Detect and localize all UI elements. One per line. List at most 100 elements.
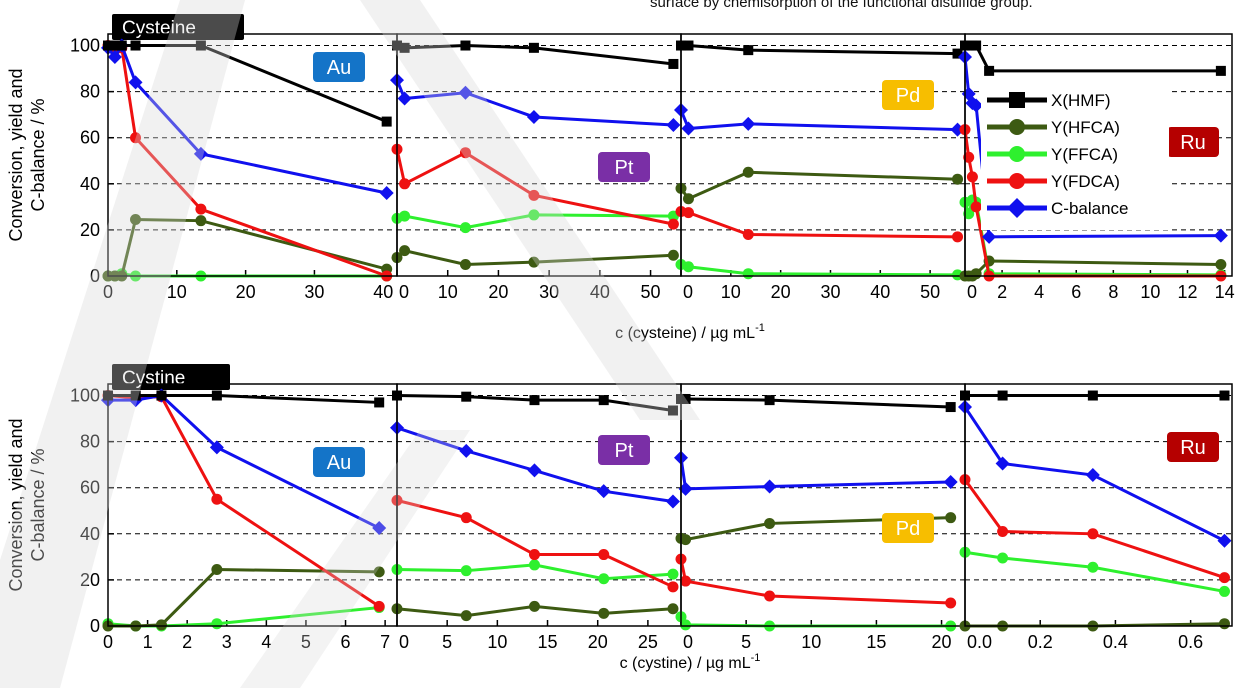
data-point-circle	[1215, 258, 1227, 270]
data-point-diamond	[678, 481, 693, 496]
panel-frame	[680, 33, 966, 277]
data-point-square	[529, 395, 540, 406]
data-point-diamond	[741, 116, 756, 131]
data-point-square	[984, 65, 995, 76]
data-point-circle	[399, 178, 411, 190]
data-point-circle	[399, 245, 411, 257]
data-point-square	[971, 40, 982, 51]
series-line	[965, 44, 1221, 73]
data-point-circle	[682, 261, 694, 273]
series-c-balance	[958, 400, 1232, 548]
data-point-diamond	[458, 85, 473, 100]
panel-frame	[964, 383, 1233, 627]
data-point-circle	[952, 231, 964, 243]
x-tick-label: 0	[683, 632, 693, 652]
x-tick-label: 20	[932, 632, 952, 652]
data-point-square	[743, 45, 754, 56]
data-point-circle	[764, 517, 776, 529]
series-line	[108, 218, 388, 278]
metal-badge	[882, 80, 934, 110]
data-point-circle	[963, 151, 975, 163]
series-line	[679, 457, 951, 491]
chart-group-cystine: Cystine Conversion, yield and C-balance / …	[6, 364, 1233, 672]
data-point-diamond	[526, 109, 541, 124]
x-tick-label: 2	[182, 632, 192, 652]
x-tick-label: 40	[870, 282, 890, 302]
metal-badge-label: Ru	[1180, 437, 1206, 459]
y-tick-label: 40	[80, 174, 100, 194]
x-tick-label: 50	[641, 282, 661, 302]
series-y-fdca-	[102, 390, 385, 612]
panel-frame	[964, 33, 1233, 277]
data-point-diamond	[459, 443, 474, 458]
panel-au: 0 10 20 30 40 Au	[101, 33, 398, 302]
series-c-balance	[958, 50, 1228, 244]
data-point-square	[997, 390, 1008, 401]
y-tick-label: 60	[80, 128, 100, 148]
data-point-circle	[1218, 585, 1230, 597]
panel-pd: 0 5 10 15 20 Pd	[674, 383, 966, 652]
legend-label: C-balance	[1051, 199, 1129, 218]
data-point-circle	[970, 268, 982, 280]
x-tick-label: 15	[538, 632, 558, 652]
data-point-circle	[970, 201, 982, 213]
x-tick-label: 0	[683, 282, 693, 302]
data-point-circle	[1087, 528, 1099, 540]
data-point-circle	[130, 214, 142, 226]
data-point-circle	[680, 619, 692, 631]
legend-label: Y(FFCA)	[1051, 145, 1118, 164]
data-point-circle	[373, 600, 385, 612]
data-point-circle	[680, 534, 692, 546]
data-point-diamond	[527, 463, 542, 478]
data-point-square	[116, 40, 127, 51]
series-y-ffca-	[675, 258, 964, 281]
metal-badge-label: Pt	[615, 440, 634, 462]
x-tick-label: 30	[539, 282, 559, 302]
header-caption-text: surface by chemisorption of the function…	[650, 0, 1033, 11]
panel-pt: 0 5 10 15 20 25 Pt	[390, 383, 682, 652]
series-y-hfca-	[102, 214, 393, 282]
data-point-circle	[680, 575, 692, 587]
series-y-fdca-	[391, 494, 679, 593]
x-tick-label: 20	[236, 282, 256, 302]
x-tick-label: 20	[771, 282, 791, 302]
x-tick-label: 40	[590, 282, 610, 302]
x-tick-label: 30	[820, 282, 840, 302]
x-tick-label: 12	[1177, 282, 1197, 302]
data-point-circle	[528, 559, 540, 571]
x-tick-label: 15	[866, 632, 886, 652]
legend-marker	[1009, 146, 1025, 162]
series-y-hfca-	[959, 255, 1227, 282]
x-tick-label: 10	[167, 282, 187, 302]
data-point-circle	[528, 256, 540, 268]
y-tick-label: 20	[80, 220, 100, 240]
series-line	[679, 109, 958, 132]
data-point-square	[598, 395, 609, 406]
x-tick-label: 5	[741, 632, 751, 652]
x-axis-label: c (cysteine) / µg mL-1	[615, 322, 765, 342]
data-point-circle	[682, 193, 694, 205]
data-point-circle	[742, 166, 754, 178]
metal-badge-label: Au	[327, 452, 351, 474]
series-line	[679, 616, 951, 628]
panel-au: 0 1 2 3 4 5 6 7 Au	[101, 383, 398, 652]
x-tick-label: 40	[373, 282, 393, 302]
legend-entry: Y(FFCA)	[987, 145, 1118, 164]
data-point-circle	[528, 600, 540, 612]
data-point-circle	[667, 218, 679, 230]
series-x-hmf-	[960, 390, 1230, 401]
data-point-diamond	[596, 484, 611, 499]
x-tick-label: 0	[103, 632, 113, 652]
data-point-diamond	[681, 121, 696, 136]
data-point-circle	[682, 207, 694, 219]
data-point-square	[683, 40, 694, 51]
data-point-circle	[667, 249, 679, 261]
y-tick-label: 100	[70, 386, 100, 406]
series-y-ffca-	[102, 268, 393, 282]
series-line	[680, 263, 958, 277]
data-point-diamond	[1085, 468, 1100, 483]
series-c-balance	[390, 73, 681, 133]
series-y-fdca-	[675, 205, 964, 243]
data-point-circle	[528, 549, 540, 561]
x-tick-label: 0	[103, 282, 113, 302]
